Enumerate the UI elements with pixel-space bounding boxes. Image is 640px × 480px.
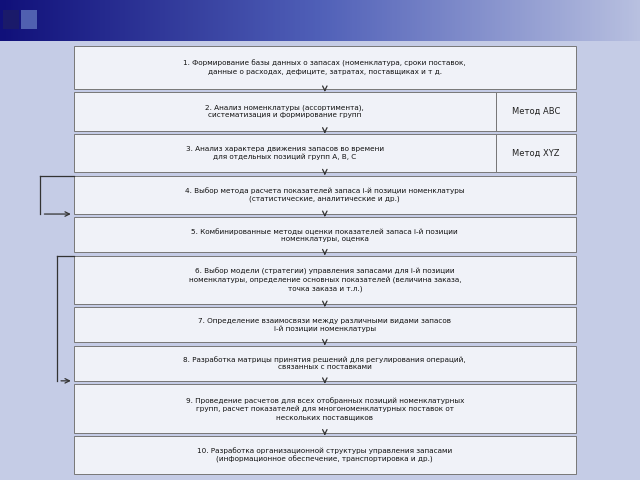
FancyBboxPatch shape: [74, 308, 576, 342]
FancyBboxPatch shape: [74, 134, 496, 172]
Text: 8. Разработка матрицы принятия решений для регулирования операций,
связанных с п: 8. Разработка матрицы принятия решений д…: [184, 356, 466, 371]
FancyBboxPatch shape: [74, 46, 576, 89]
Text: 1. Формирование базы данных о запасах (номенклатура, сроки поставок,
данные о ра: 1. Формирование базы данных о запасах (н…: [184, 60, 466, 75]
FancyBboxPatch shape: [21, 10, 37, 28]
Text: 7. Определение взаимосвязи между различными видами запасов
i-й позиции номенклат: 7. Определение взаимосвязи между различн…: [198, 318, 451, 332]
Text: 5. Комбинированные методы оценки показателей запаса i-й позиции
номенклатуры, оц: 5. Комбинированные методы оценки показат…: [191, 228, 458, 242]
Text: 6. Выбор модели (стратегии) управления запасами для i-й позиции
номенклатуры, оп: 6. Выбор модели (стратегии) управления з…: [189, 268, 461, 292]
Text: 10. Разработка организационной структуры управления запасами
(информационное обе: 10. Разработка организационной структуры…: [197, 447, 452, 463]
FancyBboxPatch shape: [74, 176, 576, 214]
FancyBboxPatch shape: [74, 256, 576, 304]
FancyBboxPatch shape: [74, 384, 576, 432]
FancyBboxPatch shape: [3, 10, 19, 28]
FancyBboxPatch shape: [74, 346, 576, 381]
FancyBboxPatch shape: [496, 92, 576, 131]
Text: 3. Анализ характера движения запасов во времени
для отдельных позиций групп A, B: 3. Анализ характера движения запасов во …: [186, 146, 384, 160]
FancyBboxPatch shape: [74, 92, 496, 131]
FancyBboxPatch shape: [496, 134, 576, 172]
Text: Метод XYZ: Метод XYZ: [512, 149, 560, 157]
Text: 9. Проведение расчетов для всех отобранных позиций номенклатурных
групп, расчет : 9. Проведение расчетов для всех отобранн…: [186, 397, 464, 420]
Text: Algorithm of forming of inventory management system in the supply chains: Algorithm of forming of inventory manage…: [13, 15, 546, 28]
Text: Метод ABC: Метод ABC: [512, 107, 560, 116]
FancyBboxPatch shape: [74, 217, 576, 252]
Text: 4. Выбор метода расчета показателей запаса i-й позиции номенклатуры
(статистичес: 4. Выбор метода расчета показателей запа…: [185, 188, 465, 202]
Text: 2. Анализ номенклатуры (ассортимента),
систематизация и формирование групп: 2. Анализ номенклатуры (ассортимента), с…: [205, 105, 364, 119]
FancyBboxPatch shape: [74, 436, 576, 474]
